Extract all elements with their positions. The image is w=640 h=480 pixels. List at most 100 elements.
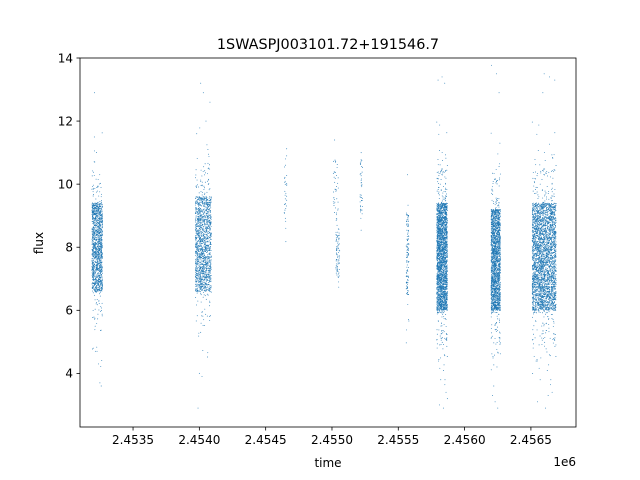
data-point (444, 307, 446, 309)
data-point (337, 263, 339, 265)
data-point (208, 259, 210, 261)
data-point (406, 264, 408, 266)
data-point (444, 273, 446, 275)
data-point (205, 206, 207, 208)
data-point (195, 247, 197, 249)
data-point (210, 226, 212, 227)
data-point (95, 244, 97, 246)
data-point (205, 262, 207, 264)
data-point (203, 264, 205, 265)
data-point (441, 200, 443, 202)
data-point (208, 189, 210, 191)
data-point (208, 228, 210, 230)
data-point (207, 162, 209, 164)
data-point (100, 264, 102, 265)
data-point (202, 282, 204, 284)
data-point (97, 250, 98, 252)
data-point (437, 247, 439, 249)
data-point (101, 252, 103, 254)
data-point (285, 220, 287, 222)
data-point (96, 285, 98, 286)
data-point (95, 224, 97, 226)
data-point (406, 255, 408, 257)
data-point (202, 197, 204, 199)
data-point (200, 259, 202, 261)
data-point (98, 218, 100, 220)
data-point (101, 233, 103, 235)
data-point (205, 226, 207, 228)
data-point (445, 215, 447, 217)
data-point (207, 211, 209, 213)
data-point (195, 187, 197, 188)
data-point (207, 254, 209, 256)
data-point (407, 224, 409, 226)
data-point (405, 342, 407, 344)
data-point (209, 210, 211, 212)
data-point (199, 279, 201, 280)
data-point (443, 228, 445, 229)
data-point (210, 197, 212, 198)
data-point (284, 217, 286, 219)
data-point (210, 199, 212, 200)
data-point (99, 217, 101, 218)
data-point (405, 272, 407, 273)
data-point (98, 363, 100, 365)
data-point (98, 281, 100, 283)
data-point (100, 276, 101, 278)
data-point (201, 267, 203, 269)
data-point (94, 242, 96, 243)
data-point (94, 206, 96, 208)
data-point (96, 242, 98, 244)
data-point (95, 217, 97, 219)
data-point (210, 279, 212, 281)
data-point (197, 407, 199, 409)
data-point (408, 254, 409, 256)
data-point (197, 279, 199, 281)
data-point (92, 236, 94, 238)
data-point (92, 276, 93, 278)
data-point (443, 299, 445, 300)
data-point (99, 226, 101, 228)
data-point (96, 259, 98, 261)
data-point (203, 205, 205, 207)
data-point (332, 173, 334, 175)
data-point (198, 286, 200, 288)
data-point (209, 287, 210, 289)
data-point (198, 208, 200, 209)
data-point (208, 228, 209, 230)
data-point (406, 223, 407, 225)
data-point (443, 268, 444, 270)
data-point (443, 331, 445, 333)
data-point (99, 203, 101, 205)
data-point (195, 213, 197, 215)
data-point (203, 238, 205, 240)
data-point (101, 223, 103, 225)
data-point (437, 178, 439, 179)
data-point (360, 182, 362, 184)
data-point (98, 195, 100, 197)
data-point (436, 230, 438, 232)
data-point (208, 247, 210, 249)
data-point (205, 229, 207, 231)
data-point (200, 281, 202, 283)
data-point (99, 239, 101, 241)
data-point (97, 222, 99, 224)
data-point (94, 290, 96, 292)
data-point (100, 265, 101, 267)
data-point (439, 310, 441, 312)
data-point (445, 235, 447, 237)
data-point (99, 270, 101, 272)
data-point (201, 315, 203, 317)
data-point (408, 319, 410, 321)
data-point (95, 255, 97, 257)
data-point (94, 325, 96, 327)
data-point (446, 249, 448, 251)
data-point (335, 231, 337, 233)
data-point (203, 228, 205, 230)
data-point (95, 239, 97, 241)
data-point (206, 279, 208, 281)
data-point (442, 332, 444, 334)
data-point (208, 223, 210, 225)
data-point (197, 219, 198, 221)
data-point (101, 360, 103, 361)
